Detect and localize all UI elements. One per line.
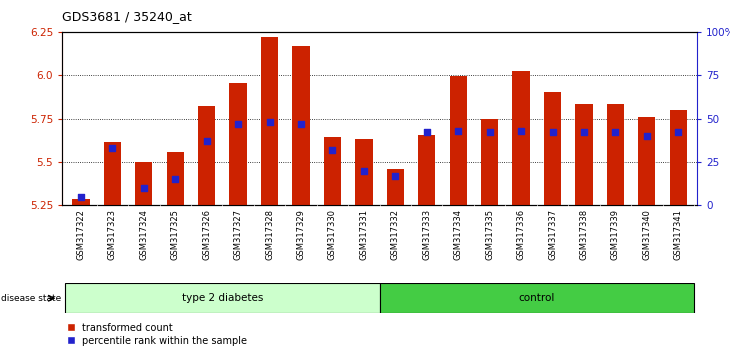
Point (610, 130, 621, 135)
Point (75, 194, 87, 200)
Text: type 2 diabetes: type 2 diabetes (182, 293, 263, 303)
Point (201, 138, 212, 144)
Text: control: control (518, 293, 555, 303)
Point (107, 145, 118, 151)
Text: GSM317334: GSM317334 (454, 209, 463, 260)
Text: GSM317335: GSM317335 (485, 209, 494, 260)
Bar (104, 142, 121, 205)
Point (515, 128, 527, 133)
Bar (418, 135, 435, 205)
Text: GSM317330: GSM317330 (328, 209, 337, 260)
Text: GSM317324: GSM317324 (139, 209, 148, 260)
Point (326, 147, 338, 153)
Text: GSM317338: GSM317338 (580, 209, 588, 260)
Text: GSM317326: GSM317326 (202, 209, 211, 260)
Text: GSM317331: GSM317331 (359, 209, 369, 260)
Bar (638, 117, 656, 205)
Bar (387, 169, 404, 205)
Text: GSM317325: GSM317325 (171, 209, 180, 260)
Point (264, 119, 275, 125)
Bar (607, 104, 624, 205)
Point (453, 128, 464, 133)
Point (578, 130, 590, 135)
Point (295, 121, 307, 127)
Bar (198, 105, 215, 205)
FancyBboxPatch shape (65, 283, 380, 313)
Text: GSM317333: GSM317333 (422, 209, 431, 260)
Point (169, 176, 181, 182)
Point (390, 173, 402, 179)
Text: GSM317323: GSM317323 (108, 209, 117, 260)
Text: GSM317339: GSM317339 (611, 209, 620, 260)
Point (138, 185, 150, 191)
Text: GSM317327: GSM317327 (234, 209, 242, 260)
Point (641, 133, 653, 139)
Point (672, 130, 684, 135)
Point (232, 121, 244, 127)
FancyBboxPatch shape (380, 283, 694, 313)
Bar (135, 162, 153, 205)
Bar (292, 46, 310, 205)
Text: GSM317329: GSM317329 (296, 209, 305, 260)
Text: GSM317328: GSM317328 (265, 209, 274, 260)
Text: GSM317332: GSM317332 (391, 209, 400, 260)
Point (358, 168, 369, 173)
Bar (669, 110, 687, 205)
Bar (261, 37, 278, 205)
Bar (544, 92, 561, 205)
Bar (575, 104, 593, 205)
Text: GSM317337: GSM317337 (548, 209, 557, 260)
Text: GSM317336: GSM317336 (517, 209, 526, 260)
Point (484, 130, 496, 135)
Bar (166, 153, 184, 205)
Bar (229, 83, 247, 205)
Point (547, 130, 558, 135)
Text: GDS3681 / 35240_at: GDS3681 / 35240_at (62, 10, 192, 23)
Bar (512, 71, 530, 205)
Point (421, 130, 433, 135)
Legend: transformed count, percentile rank within the sample: transformed count, percentile rank withi… (67, 323, 247, 346)
Text: GSM317341: GSM317341 (674, 209, 683, 260)
Bar (481, 119, 499, 205)
Text: disease state: disease state (1, 294, 61, 303)
Text: GSM317340: GSM317340 (642, 209, 651, 260)
Bar (324, 137, 341, 205)
Text: GSM317322: GSM317322 (77, 209, 85, 260)
Bar (450, 76, 467, 205)
Bar (72, 199, 90, 205)
Bar (356, 138, 372, 205)
